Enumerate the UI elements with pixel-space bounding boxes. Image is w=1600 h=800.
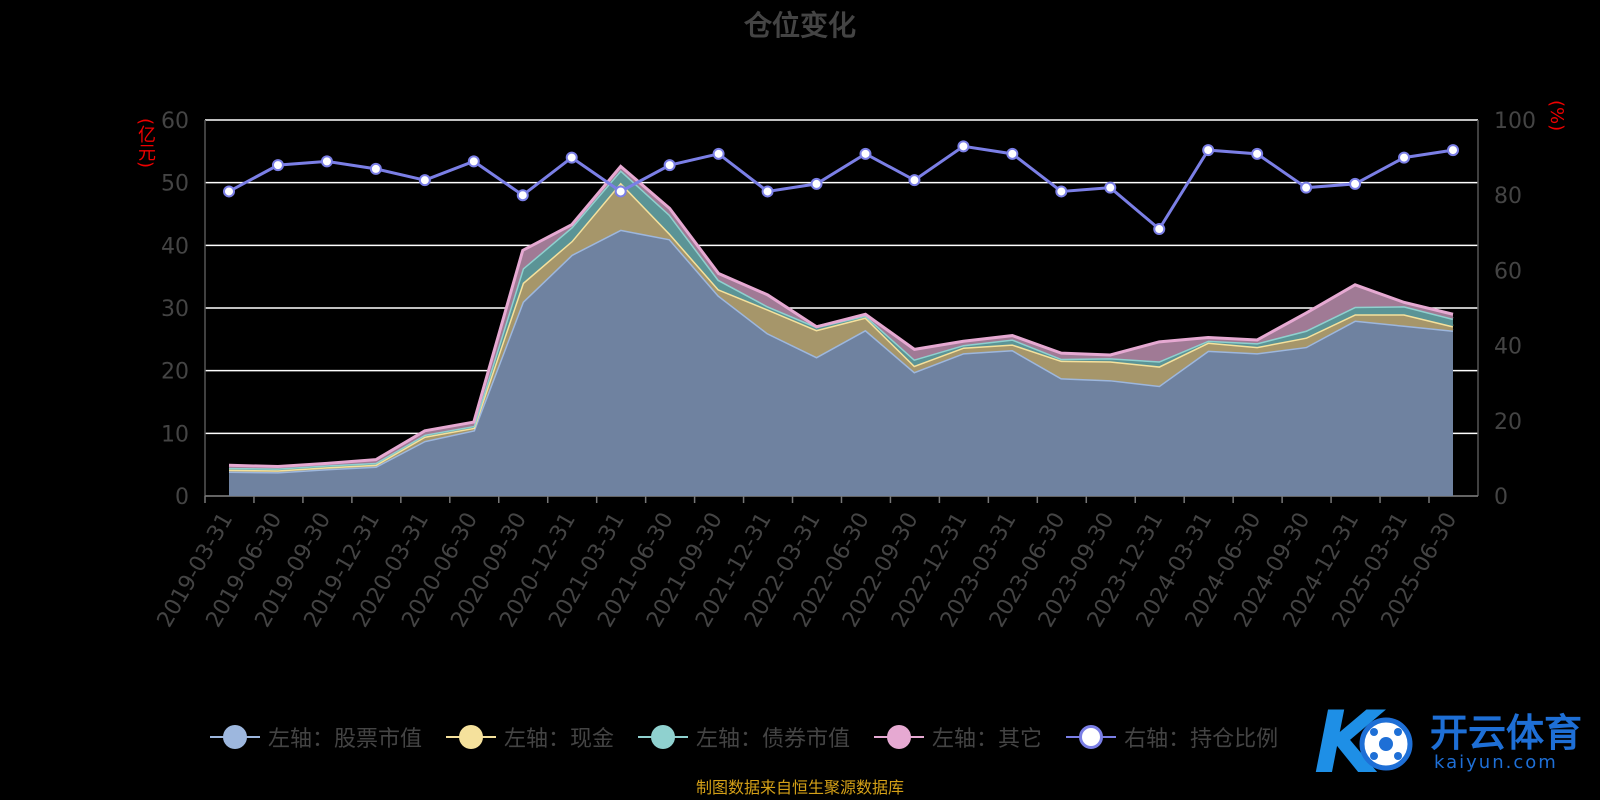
ratio-series-line xyxy=(228,144,1454,232)
legend-swatch-icon xyxy=(1066,725,1117,749)
ratio-data-point xyxy=(908,174,921,187)
legend-item-ratio[interactable]: 右轴：持仓比例 xyxy=(1066,721,1278,753)
ratio-data-point xyxy=(223,185,235,198)
right-axis-unit: (%) xyxy=(1546,100,1567,132)
ratio-data-point xyxy=(859,147,872,160)
ratio-data-point xyxy=(1398,151,1411,164)
brand-logo-icon: K xyxy=(1314,694,1413,793)
legend-item-other[interactable]: 左轴：其它 xyxy=(874,721,1042,753)
chart-title: 仓位变化 xyxy=(743,9,856,42)
brand-site: kaiyun.com xyxy=(1434,752,1558,773)
ratio-data-point xyxy=(1055,185,1068,198)
ratio-data-point xyxy=(320,155,333,168)
legend-swatch-icon xyxy=(638,725,689,749)
ratio-data-point xyxy=(516,189,529,202)
legend-item-bond[interactable]: 左轴：债券市值 xyxy=(638,721,850,753)
ratio-data-point xyxy=(712,147,725,160)
right-axis-tick-label: 0 xyxy=(1494,485,1508,510)
legend-swatch-icon xyxy=(446,725,497,749)
cash-area xyxy=(229,182,1453,473)
right-axis-tick-label: 40 xyxy=(1494,335,1522,360)
ratio-data-point xyxy=(1251,147,1264,160)
brand-watermark: K 开云体育 kaiyun.com xyxy=(1312,694,1592,794)
legend-swatch-icon xyxy=(210,725,260,749)
legend-swatch-icon xyxy=(874,725,925,749)
ratio-data-point xyxy=(1300,181,1313,194)
left-axis-tick-label: 20 xyxy=(161,360,189,385)
ratio-data-point xyxy=(369,162,382,175)
legend-label: 左轴：现金 xyxy=(504,727,615,752)
left-axis-unit: (亿元) xyxy=(135,118,156,169)
ratio-data-point xyxy=(810,177,823,190)
ratio-data-point xyxy=(565,151,578,164)
ratio-data-point xyxy=(467,155,480,168)
right-axis-tick-label: 100 xyxy=(1494,109,1536,134)
ratio-data-point xyxy=(1104,181,1117,194)
left-axis-tick-label: 30 xyxy=(161,297,189,322)
left-axis-tick-label: 0 xyxy=(175,485,189,510)
legend-label: 右轴：持仓比例 xyxy=(1124,727,1279,752)
brand-name: 开云体育 xyxy=(1430,711,1583,755)
legend-label: 左轴：债券市值 xyxy=(696,727,851,752)
ratio-data-point xyxy=(957,140,970,153)
ratio-data-point xyxy=(1447,144,1459,157)
ratio-data-point xyxy=(1349,177,1362,190)
ratio-data-point xyxy=(1202,144,1215,157)
stock-area xyxy=(229,229,1453,496)
left-axis-tick-label: 40 xyxy=(161,234,189,259)
ratio-data-point xyxy=(1006,147,1019,160)
ratio-data-point xyxy=(271,159,284,172)
ratio-data-point xyxy=(1153,223,1166,236)
other-series-line xyxy=(228,164,1454,469)
ratio-data-point xyxy=(663,159,676,172)
legend-label: 左轴：股票市值 xyxy=(268,727,423,752)
right-axis-tick-label: 80 xyxy=(1494,184,1522,209)
ratio-data-point xyxy=(418,174,431,187)
legend-item-cash[interactable]: 左轴：现金 xyxy=(446,721,614,753)
ratio-data-point xyxy=(761,185,774,198)
legend-label: 左轴：其它 xyxy=(932,727,1043,752)
left-axis-tick-label: 60 xyxy=(161,109,189,134)
right-axis-tick-label: 60 xyxy=(1494,259,1522,284)
right-axis-tick-label: 20 xyxy=(1494,410,1522,435)
source-note: 制图数据来自恒生聚源数据库 xyxy=(695,778,904,797)
left-axis-tick-label: 50 xyxy=(161,172,189,197)
legend-item-stock[interactable]: 左轴：股票市值 xyxy=(210,721,422,753)
ratio-data-point xyxy=(614,185,627,198)
chart-legend: 左轴：股票市值 左轴：现金 左轴：债券市值 左轴：其它 右轴：持仓比例 xyxy=(210,720,1302,754)
left-axis-tick-label: 10 xyxy=(161,422,189,447)
